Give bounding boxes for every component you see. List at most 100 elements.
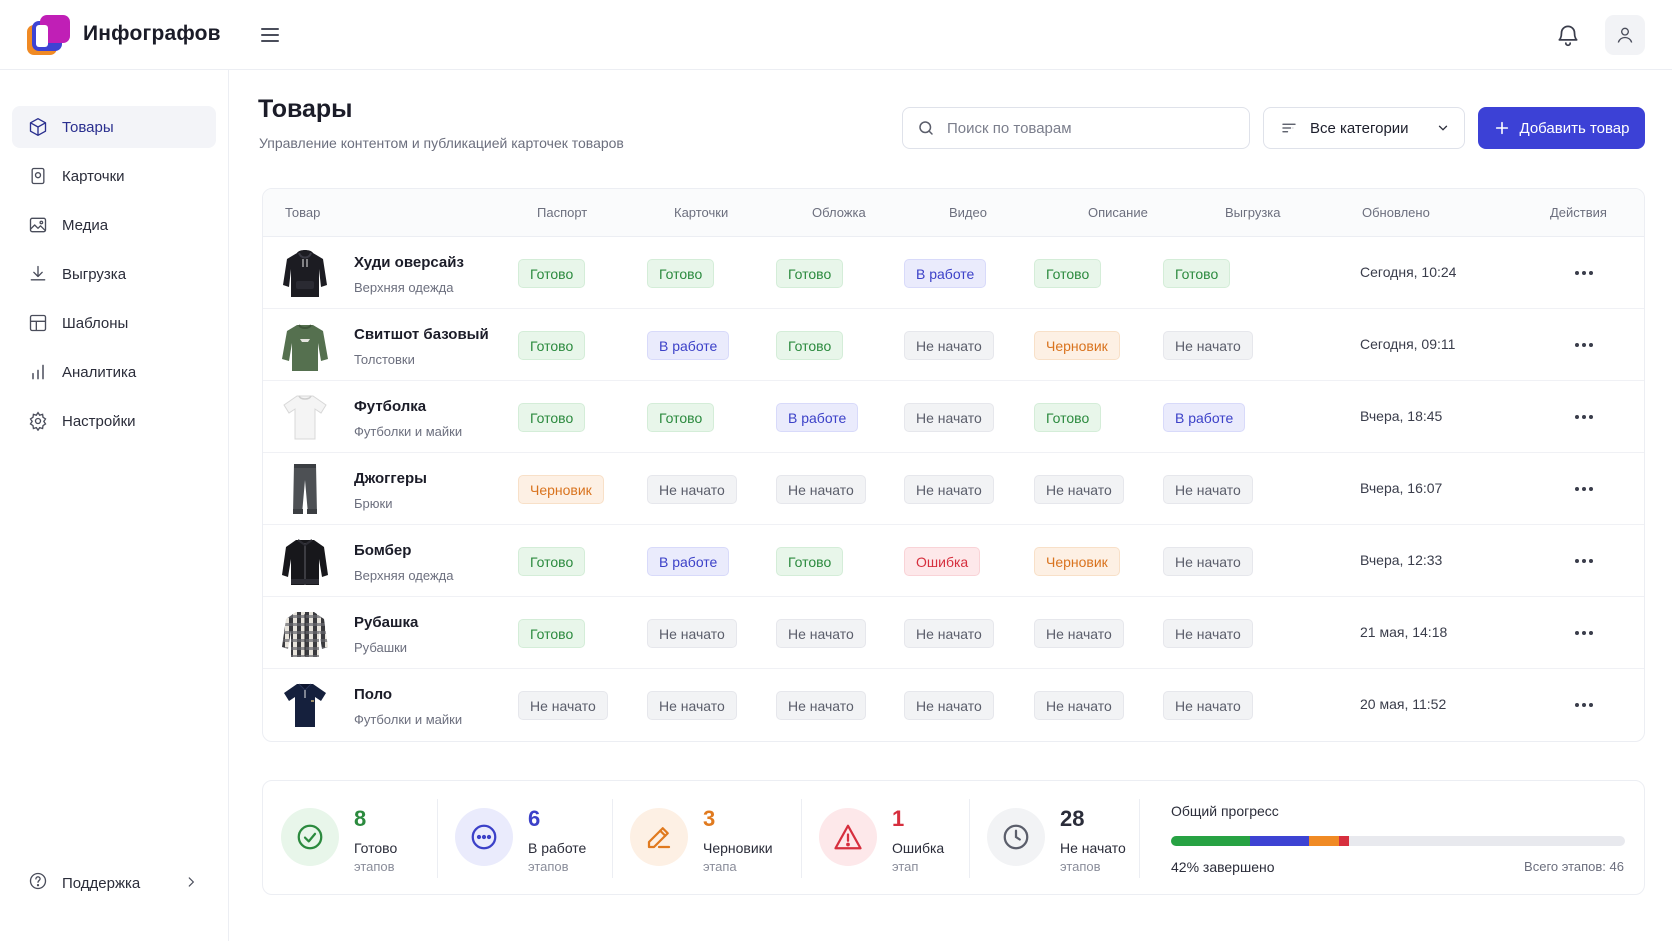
sidebar-item-label: Настройки xyxy=(62,412,136,430)
status-badge-description: Не начато xyxy=(1034,475,1124,504)
pencil-icon xyxy=(630,808,688,866)
status-badge-export: Не начато xyxy=(1163,691,1253,720)
product-thumbnail xyxy=(277,389,333,445)
progress-bar xyxy=(1171,836,1625,846)
product-name: Худи оверсайз xyxy=(354,254,464,271)
updated-time: 20 мая, 11:52 xyxy=(1360,696,1447,712)
dots-circle-icon xyxy=(455,808,513,866)
progress-title: Общий прогресс xyxy=(1171,803,1279,819)
column-header-cover: Обложка xyxy=(812,205,866,220)
support-link[interactable]: Поддержка xyxy=(12,863,216,903)
box-icon xyxy=(28,117,48,137)
more-actions-button[interactable] xyxy=(1571,261,1597,285)
status-badge-description: Не начато xyxy=(1034,691,1124,720)
stat-value: 3 xyxy=(703,806,716,831)
status-badge-cards: Готово xyxy=(647,403,715,432)
status-badge-cards: Готово xyxy=(647,259,715,288)
sidebar-item-products[interactable]: Товары xyxy=(12,106,216,148)
more-actions-button[interactable] xyxy=(1571,549,1597,573)
updated-time: Вчера, 16:07 xyxy=(1360,480,1443,496)
stat-divider xyxy=(612,799,613,878)
plus-icon xyxy=(1495,121,1508,135)
products-table: Товар Паспорт Карточки Обложка Видео Опи… xyxy=(262,188,1645,742)
product-thumbnail xyxy=(277,533,333,589)
stat-card: 8 Готово этапов xyxy=(263,781,437,896)
table-row[interactable]: Свитшот базовый Толстовки Готово В работе Го… xyxy=(263,309,1644,381)
status-badge-passport: Готово xyxy=(518,331,586,360)
bell-icon[interactable] xyxy=(1555,22,1581,48)
chevron-right-icon xyxy=(188,877,195,887)
status-badge-cover: Готово xyxy=(776,547,844,576)
column-header-actions: Действия xyxy=(1550,205,1607,220)
table-row[interactable]: Джоггеры Брюки Черновик Не начато Не начато Н… xyxy=(263,453,1644,525)
more-actions-button[interactable] xyxy=(1571,333,1597,357)
table-row[interactable]: Бомбер Верхняя одежда Готово В работе Готово… xyxy=(263,525,1644,597)
stat-value: 28 xyxy=(1060,806,1085,831)
status-badge-cover: Готово xyxy=(776,331,844,360)
search-icon xyxy=(919,121,933,135)
menu-icon[interactable] xyxy=(258,24,282,46)
progress-segment xyxy=(1338,836,1349,846)
more-actions-button[interactable] xyxy=(1571,405,1597,429)
product-thumbnail xyxy=(277,677,333,733)
sidebar-item-templates[interactable]: Шаблоны xyxy=(12,302,216,344)
more-icon xyxy=(1575,271,1593,275)
status-badge-video: Не начато xyxy=(904,475,994,504)
stat-label: В работе xyxy=(528,840,587,856)
check-circle-icon xyxy=(281,808,339,866)
status-badge-cards: Не начато xyxy=(647,475,737,504)
table-row[interactable]: Рубашка Рубашки Готово Не начато Не начато Не… xyxy=(263,597,1644,669)
status-badge-passport: Черновик xyxy=(518,475,604,504)
column-header-updated: Обновлено xyxy=(1362,205,1430,220)
table-row[interactable]: Футболка Футболки и майки Готово Готово В ра… xyxy=(263,381,1644,453)
more-icon xyxy=(1575,343,1593,347)
status-badge-export: Готово xyxy=(1163,259,1231,288)
search-input[interactable] xyxy=(947,119,1237,137)
column-header-description: Описание xyxy=(1088,205,1148,220)
category-select[interactable]: Все категории xyxy=(1263,107,1465,149)
stat-label: Готово xyxy=(354,840,398,856)
more-actions-button[interactable] xyxy=(1571,477,1597,501)
status-badge-passport: Готово xyxy=(518,403,586,432)
stat-card: 3 Черновики этапа xyxy=(612,781,801,896)
status-badge-video: Не начато xyxy=(904,403,994,432)
status-badge-passport: Готово xyxy=(518,547,586,576)
stat-card: 28 Не начато этапов xyxy=(969,781,1139,896)
sidebar-item-settings[interactable]: Настройки xyxy=(12,400,216,442)
sidebar-item-export[interactable]: Выгрузка xyxy=(12,253,216,295)
stat-unit: этапов xyxy=(528,859,569,874)
stat-unit: этап xyxy=(892,859,919,874)
status-badge-passport: Готово xyxy=(518,619,586,648)
more-icon xyxy=(1575,631,1593,635)
status-badge-video: В работе xyxy=(904,259,987,288)
top-bar: Инфографов xyxy=(0,0,1672,70)
status-badge-cover: Не начато xyxy=(776,691,866,720)
add-product-button[interactable]: Добавить товар xyxy=(1478,107,1645,149)
help-icon xyxy=(28,871,48,896)
sidebar-item-analytics[interactable]: Аналитика xyxy=(12,351,216,393)
avatar[interactable] xyxy=(1605,15,1645,55)
status-badge-cover: Готово xyxy=(776,259,844,288)
progress-segment xyxy=(1309,836,1339,846)
product-category: Верхняя одежда xyxy=(354,280,454,295)
table-row[interactable]: Худи оверсайз Верхняя одежда Готово Готово Г… xyxy=(263,237,1644,309)
status-badge-cards: Не начато xyxy=(647,619,737,648)
sidebar-item-label: Медиа xyxy=(62,216,109,234)
stat-divider xyxy=(801,799,802,878)
search-box xyxy=(902,107,1250,149)
status-badge-description: Готово xyxy=(1034,403,1102,432)
stat-divider xyxy=(437,799,438,878)
table-row[interactable]: Поло Футболки и майки Не начато Не начато Не… xyxy=(263,669,1644,741)
sidebar-item-media[interactable]: Медиа xyxy=(12,204,216,246)
more-actions-button[interactable] xyxy=(1571,621,1597,645)
progress-total-label: Всего этапов: 46 xyxy=(1524,859,1624,874)
status-badge-export: Не начато xyxy=(1163,547,1253,576)
product-category: Брюки xyxy=(354,496,393,511)
product-category: Толстовки xyxy=(354,352,415,367)
image-icon xyxy=(28,215,48,235)
sidebar-item-cards[interactable]: Карточки xyxy=(12,155,216,197)
stat-value: 1 xyxy=(892,806,905,831)
status-badge-cover: Не начато xyxy=(776,619,866,648)
stat-label: Ошибка xyxy=(892,840,945,856)
more-actions-button[interactable] xyxy=(1571,693,1597,717)
